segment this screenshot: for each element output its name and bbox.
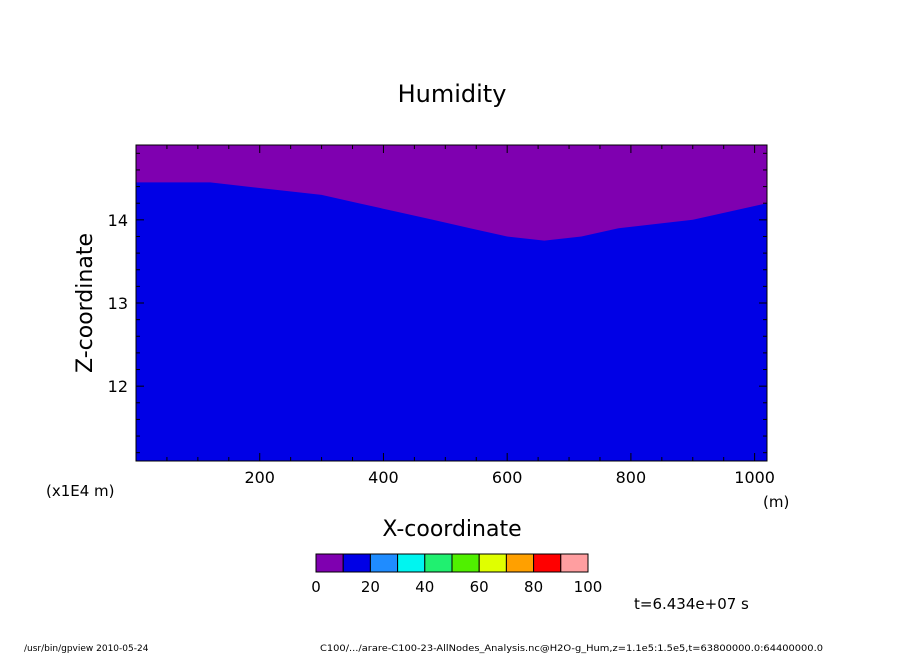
x-tick-label: 600 [492, 468, 523, 487]
x-tick-label: 200 [244, 468, 275, 487]
colorbar-swatch [342, 553, 371, 573]
colorbar-swatch [560, 553, 589, 573]
chart-title: Humidity [398, 80, 507, 108]
y-axis-title: Z-coordinate [73, 233, 98, 373]
y-scale-label: (x1E4 m) [46, 482, 115, 500]
band-10-20 [136, 182, 767, 461]
x-tick-label: 400 [368, 468, 399, 487]
x-tick-label: 800 [616, 468, 647, 487]
colorbar-swatch [424, 553, 453, 573]
colorbar-tick-label: 80 [524, 578, 543, 596]
colorbar-tick-label: 0 [311, 578, 321, 596]
y-tick-label: 13 [108, 294, 128, 313]
time-label: t=6.434e+07 s [634, 595, 749, 613]
y-tick-label: 14 [108, 211, 128, 230]
x-unit-label: (m) [763, 493, 789, 511]
y-tick-label: 12 [108, 377, 128, 396]
colorbar-tick-label: 60 [470, 578, 489, 596]
colorbar-swatch [451, 553, 480, 573]
colorbar-swatch [478, 553, 507, 573]
colorbar-tick-label: 100 [574, 578, 603, 596]
colorbar-swatch [315, 553, 344, 573]
colorbar-tick-label: 40 [415, 578, 434, 596]
x-tick-label: 1000 [734, 468, 775, 487]
contour-field [136, 145, 767, 461]
colorbar-swatch [397, 553, 426, 573]
x-axis: 200 400 600 800 1000 [166, 145, 775, 487]
footer-right: C100/.../arare-C100-23-AllNodes_Analysis… [320, 644, 823, 654]
y-axis: 12 13 14 [108, 152, 767, 454]
colorbar-tick-label: 20 [361, 578, 380, 596]
colorbar-legend: 0 20 40 60 80 100 [311, 553, 603, 596]
footer-left: /usr/bin/gpview 2010-05-24 [24, 644, 149, 654]
colorbar-swatch [533, 553, 562, 573]
colorbar-swatch [369, 553, 399, 573]
x-axis-title: X-coordinate [382, 517, 521, 542]
colorbar-swatch [505, 553, 535, 573]
